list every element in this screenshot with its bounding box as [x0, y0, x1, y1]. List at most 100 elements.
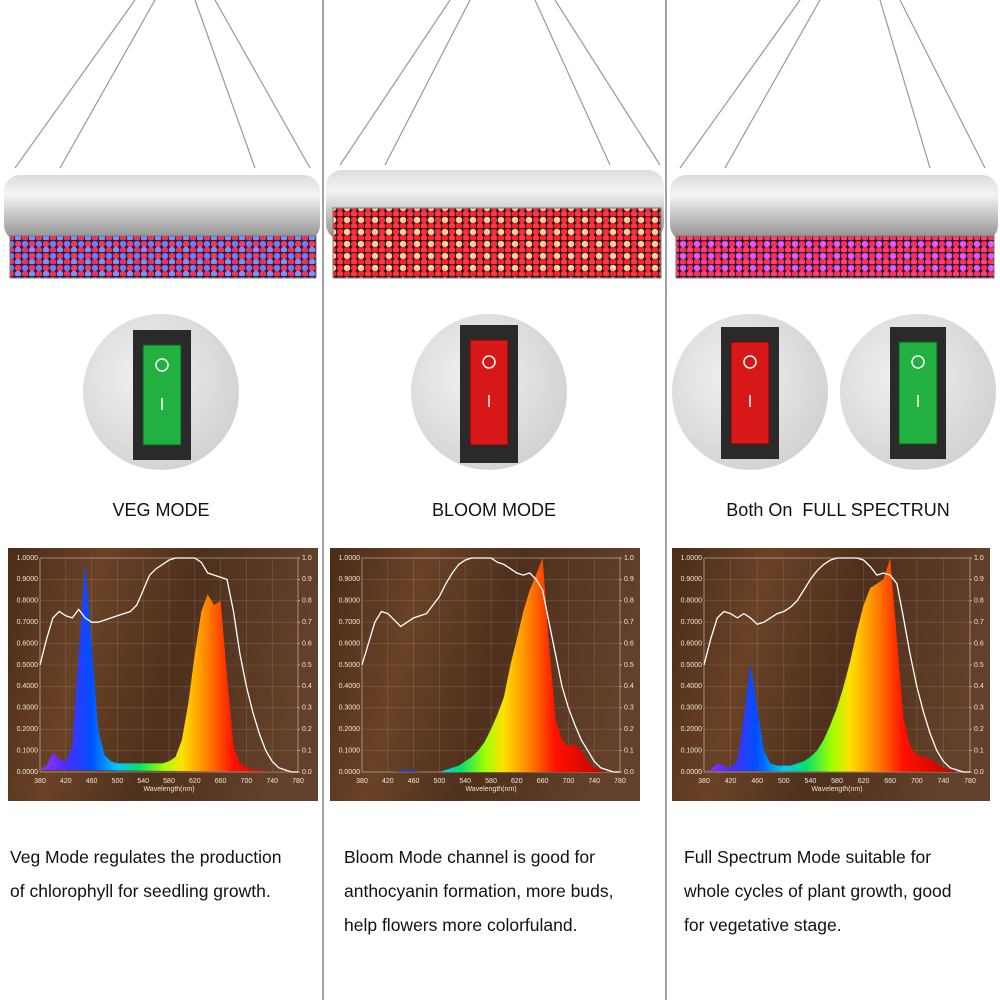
- x-tick-label: 500: [778, 778, 790, 785]
- x-tick-label: 460: [751, 778, 763, 785]
- switch: [672, 314, 828, 470]
- x-tick-label: 620: [858, 778, 870, 785]
- switch: [83, 314, 239, 470]
- y-tick-label: 0.7000: [339, 619, 361, 626]
- descriptions: Veg Mode regulates the production of chlo…: [10, 847, 952, 935]
- y2-tick-label: 0.0: [302, 769, 312, 776]
- y2-tick-label: 0.8: [974, 598, 984, 605]
- y2-tick-label: 0.5: [624, 662, 634, 669]
- x-tick-label: 660: [215, 778, 227, 785]
- y2-tick-label: 0.4: [302, 683, 312, 690]
- description-line: Veg Mode regulates the production: [10, 847, 281, 867]
- y2-tick-label: 0.7: [624, 619, 634, 626]
- description-line: Full Spectrum Mode suitable for: [684, 847, 931, 867]
- y2-tick-label: 0.6: [302, 640, 312, 647]
- x-tick-label: 500: [434, 778, 446, 785]
- y2-tick-label: 1.0: [974, 555, 984, 562]
- x-tick-label: 700: [241, 778, 253, 785]
- x-tick-label: 700: [911, 778, 923, 785]
- x-tick-label: 620: [511, 778, 523, 785]
- y-tick-label: 0.7000: [681, 619, 703, 626]
- y-tick-label: 0.0000: [339, 769, 361, 776]
- x-tick-label: 460: [86, 778, 98, 785]
- y-tick-label: 0.2000: [681, 726, 703, 733]
- y-tick-label: 0.2000: [17, 726, 39, 733]
- led-panel: [332, 207, 662, 279]
- description-line: for vegetative stage.: [684, 915, 842, 935]
- y-tick-label: 0.4000: [339, 683, 361, 690]
- y-tick-label: 0.5000: [681, 662, 703, 669]
- y2-tick-label: 0.1: [302, 747, 312, 754]
- lamp: [14, 0, 986, 169]
- x-axis-title: Wavelength(nm): [811, 786, 862, 793]
- x-axis-title: Wavelength(nm): [143, 786, 194, 793]
- y-tick-label: 0.5000: [17, 662, 39, 669]
- y2-tick-label: 0.6: [624, 640, 634, 647]
- spectrum-chart: 0.00000.10000.20000.30000.40000.50000.60…: [8, 548, 318, 801]
- reflectance-line: [703, 557, 970, 773]
- reflectance-line: [39, 557, 298, 773]
- y-tick-label: 0.4000: [17, 683, 39, 690]
- lamp-body: [4, 175, 320, 241]
- x-tick-label: 660: [537, 778, 549, 785]
- x-tick-label: 540: [805, 778, 817, 785]
- y-tick-label: 0.7000: [17, 619, 39, 626]
- y-tick-label: 0.5000: [339, 662, 361, 669]
- y2-tick-label: 0.2: [302, 726, 312, 733]
- y-tick-label: 0.1000: [17, 747, 39, 754]
- x-tick-label: 780: [964, 778, 976, 785]
- y-tick-label: 0.2000: [339, 726, 361, 733]
- x-tick-label: 540: [459, 778, 471, 785]
- y2-tick-label: 1.0: [302, 555, 312, 562]
- mode-label: BLOOM MODE: [432, 500, 556, 520]
- x-tick-label: 780: [292, 778, 304, 785]
- y2-tick-label: 0.4: [624, 683, 634, 690]
- y2-tick-label: 0.9: [624, 576, 634, 583]
- y-tick-label: 0.3000: [339, 705, 361, 712]
- mode-label: Both On FULL SPECTRUN: [726, 500, 949, 520]
- spectrum-area: [40, 562, 298, 772]
- led-panel: [675, 235, 995, 279]
- x-axis-title: Wavelength(nm): [465, 786, 516, 793]
- y2-tick-label: 0.2: [624, 726, 634, 733]
- y2-tick-label: 0.1: [974, 747, 984, 754]
- y2-tick-label: 0.9: [302, 576, 312, 583]
- y-tick-label: 0.9000: [681, 576, 703, 583]
- y2-tick-label: 0.2: [974, 726, 984, 733]
- x-tick-label: 380: [34, 778, 46, 785]
- y2-tick-label: 0.8: [624, 598, 634, 605]
- switch: [840, 314, 996, 470]
- x-tick-label: 380: [698, 778, 710, 785]
- y2-tick-label: 0.0: [624, 769, 634, 776]
- y2-tick-label: 0.7: [302, 619, 312, 626]
- description-line: whole cycles of plant growth, good: [683, 881, 952, 901]
- y-tick-label: 0.8000: [339, 598, 361, 605]
- y2-tick-label: 0.8: [302, 598, 312, 605]
- spectrum-area: [704, 558, 970, 772]
- y-tick-label: 0.0000: [681, 769, 703, 776]
- y2-tick-label: 0.9: [974, 576, 984, 583]
- x-tick-label: 380: [356, 778, 368, 785]
- charts: 0.0000 0.1000 0.2000 0.3000 0.4000 0.5000 0.6 0…: [8, 548, 990, 801]
- spectrum-area: [362, 558, 620, 772]
- y-tick-label: 0.3000: [681, 705, 703, 712]
- y2-tick-label: 1.0: [624, 555, 634, 562]
- x-tick-label: 540: [137, 778, 149, 785]
- x-tick-label: 500: [112, 778, 124, 785]
- x-tick-label: 740: [266, 778, 278, 785]
- y-tick-label: 1.0000: [681, 555, 703, 562]
- chart-background: [8, 548, 318, 801]
- lamp-body: [670, 175, 998, 241]
- led-panel: [9, 235, 317, 279]
- y2-tick-label: 0.5: [974, 662, 984, 669]
- description-line: Bloom Mode channel is good for: [344, 847, 595, 867]
- x-tick-label: 780: [614, 778, 626, 785]
- reflectance-line: [361, 557, 620, 773]
- x-tick-label: 420: [382, 778, 394, 785]
- x-tick-label: 580: [163, 778, 175, 785]
- spectrum-chart: 0.00000.10000.20000.30000.40000.50000.60…: [672, 548, 990, 801]
- y-tick-label: 0.8000: [681, 598, 703, 605]
- y2-tick-label: 0.0: [974, 769, 984, 776]
